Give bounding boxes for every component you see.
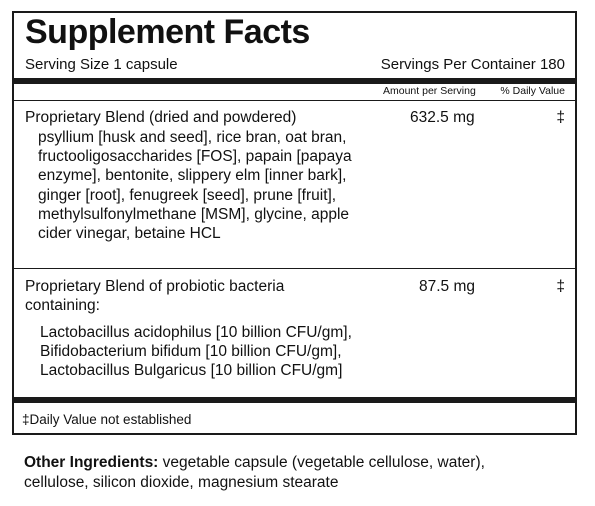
blend-1-daily-value: ‡ bbox=[556, 109, 565, 126]
blend-2-name: Proprietary Blend of probiotic bacteria … bbox=[25, 277, 284, 315]
blend-1-amount: 632.5 mg bbox=[410, 109, 475, 126]
ingredient-line: cider vinegar, betaine HCL bbox=[38, 225, 221, 243]
other-ingredients-text: vegetable capsule (vegetable cellulose, … bbox=[158, 454, 485, 471]
ingredient-line: psyllium [husk and seed], rice bran, oat… bbox=[38, 129, 347, 146]
ingredient-line: Bifidobacterium bifidum [10 billion CFU/… bbox=[40, 343, 342, 361]
daily-value-header: % Daily Value bbox=[500, 85, 565, 97]
daily-value-footnote: ‡Daily Value not established bbox=[22, 412, 192, 427]
ingredient-line: fructooligosaccharides [FOS], papain [pa… bbox=[38, 148, 352, 166]
footer-divider-thick bbox=[14, 397, 575, 403]
panel-title: Supplement Facts bbox=[25, 13, 310, 51]
row-divider bbox=[14, 268, 575, 269]
blend-2-amount: 87.5 mg bbox=[419, 278, 476, 295]
other-ingredients: Other Ingredients: vegetable capsule (ve… bbox=[24, 453, 485, 493]
serving-size: Serving Size 1 capsule bbox=[25, 56, 178, 73]
ingredient-line: enzyme], bentonite, slippery elm [inner … bbox=[38, 167, 347, 185]
blend-2-daily-value: ‡ bbox=[556, 278, 565, 295]
other-ingredients-line-2: cellulose, silicon dioxide, magnesium st… bbox=[24, 474, 339, 491]
blend-2-name-line: containing: bbox=[25, 297, 100, 314]
servings-per-container: Servings Per Container 180 bbox=[380, 56, 565, 73]
ingredient-line: Lactobacillus acidophilus [10 billion CF… bbox=[40, 324, 352, 341]
ingredient-line: Lactobacillus Bulgaricus [10 billion CFU… bbox=[40, 362, 343, 380]
blend-2-name-line: Proprietary Blend of probiotic bacteria bbox=[25, 278, 285, 295]
header-divider-thick bbox=[14, 78, 575, 84]
other-ingredients-line-1: Other Ingredients: vegetable capsule (ve… bbox=[24, 453, 485, 473]
supplement-facts-panel: Supplement Facts Serving Size 1 capsule … bbox=[12, 11, 577, 435]
column-header-divider bbox=[14, 100, 575, 101]
ingredient-line: ginger [root], fenugreek [seed], prune [… bbox=[38, 186, 337, 204]
blend-1-name: Proprietary Blend (dried and powdered) bbox=[25, 109, 297, 126]
blend-2-ingredients: Lactobacillus acidophilus [10 billion CF… bbox=[40, 323, 352, 381]
blend-1-ingredients: psyllium [husk and seed], rice bran, oat… bbox=[38, 128, 352, 243]
other-ingredients-label: Other Ingredients: bbox=[24, 454, 159, 471]
ingredient-line: methylsulfonylmethane [MSM], glycine, ap… bbox=[38, 205, 350, 223]
amount-per-serving-header: Amount per Serving bbox=[383, 85, 476, 97]
